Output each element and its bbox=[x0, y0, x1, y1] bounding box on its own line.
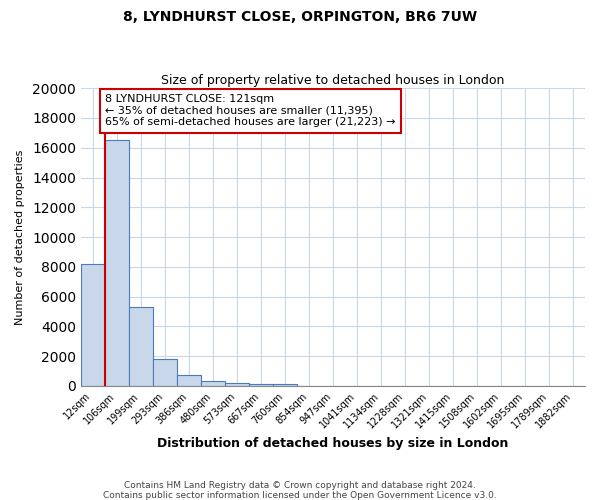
Bar bbox=[153, 359, 177, 386]
Bar bbox=[81, 264, 105, 386]
Bar bbox=[105, 140, 129, 386]
Text: 8 LYNDHURST CLOSE: 121sqm
← 35% of detached houses are smaller (11,395)
65% of s: 8 LYNDHURST CLOSE: 121sqm ← 35% of detac… bbox=[105, 94, 396, 128]
Bar bbox=[201, 382, 225, 386]
Text: 8, LYNDHURST CLOSE, ORPINGTON, BR6 7UW: 8, LYNDHURST CLOSE, ORPINGTON, BR6 7UW bbox=[123, 10, 477, 24]
Bar bbox=[273, 384, 297, 386]
Bar bbox=[249, 384, 273, 386]
Bar bbox=[177, 375, 201, 386]
Text: Contains public sector information licensed under the Open Government Licence v3: Contains public sector information licen… bbox=[103, 491, 497, 500]
Title: Size of property relative to detached houses in London: Size of property relative to detached ho… bbox=[161, 74, 505, 87]
Y-axis label: Number of detached properties: Number of detached properties bbox=[15, 150, 25, 324]
Text: Contains HM Land Registry data © Crown copyright and database right 2024.: Contains HM Land Registry data © Crown c… bbox=[124, 481, 476, 490]
Bar bbox=[129, 307, 153, 386]
Bar bbox=[225, 383, 249, 386]
X-axis label: Distribution of detached houses by size in London: Distribution of detached houses by size … bbox=[157, 437, 509, 450]
